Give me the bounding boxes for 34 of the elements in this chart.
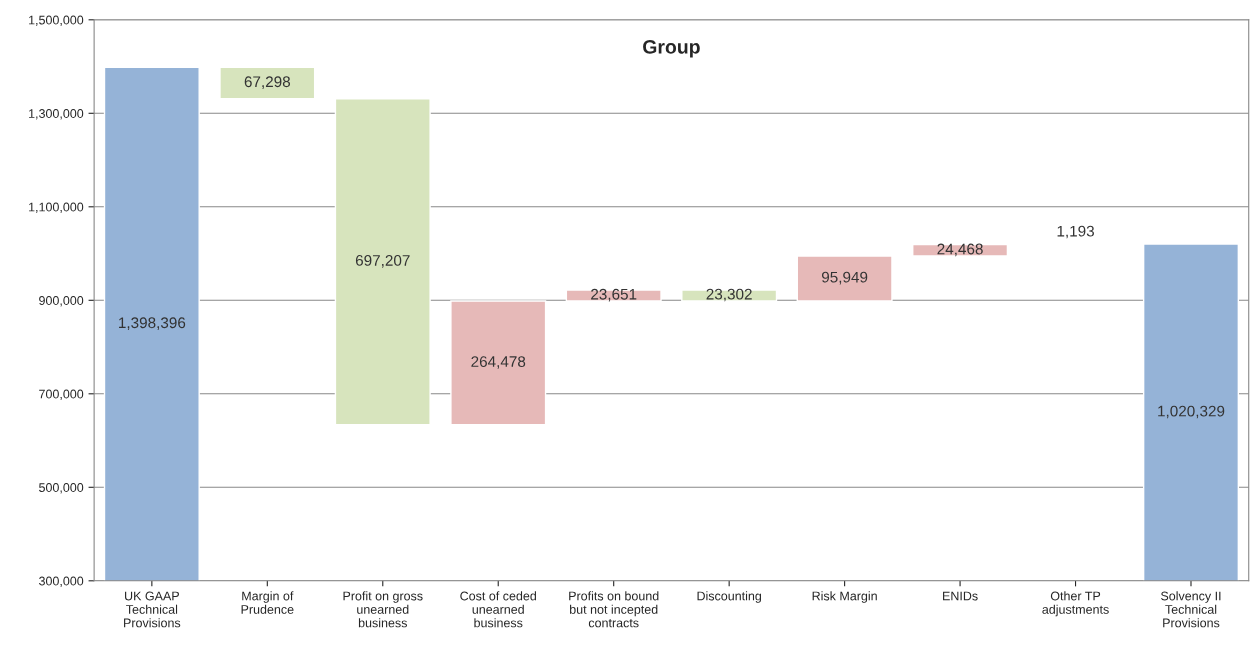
x-tick-label: Other TP adjustments: [1042, 591, 1109, 617]
y-tick-label: 1,100,000: [29, 202, 84, 213]
bar: [796, 255, 893, 302]
x-tick-label: Margin of Prudence: [241, 591, 294, 614]
data-label: 95,949: [821, 271, 868, 285]
x-tick-label: Solvency II Technical Provisions: [1161, 591, 1221, 628]
y-tick-label: 500,000: [39, 483, 84, 494]
data-label: 1,193: [1057, 225, 1094, 239]
y-tick-label: 700,000: [39, 389, 84, 400]
data-label: 24,468: [937, 243, 983, 257]
data-label: 1,020,329: [1158, 405, 1225, 419]
bar: [565, 289, 662, 302]
bar: [450, 300, 547, 426]
data-label: 1,398,396: [119, 317, 186, 330]
bar: [219, 66, 316, 100]
x-tick-label: Cost of ceded unearned business: [460, 591, 536, 628]
bar: [334, 98, 431, 426]
x-tick-label: Profits on bound but not incepted contracts: [569, 591, 659, 628]
x-tick-label: UK GAAP Technical Provisions: [124, 591, 181, 628]
data-label: 23,651: [591, 288, 637, 302]
x-tick-label: Discounting: [697, 591, 762, 603]
x-tick-label: Risk Margin: [812, 591, 877, 603]
y-tick-label: 1,500,000: [29, 15, 84, 26]
y-tick-label: 900,000: [39, 296, 84, 307]
bar: [681, 289, 778, 302]
x-tick-label: Profit on gross unearned business: [343, 591, 423, 628]
data-label: 697,207: [355, 255, 410, 268]
data-label: 264,478: [471, 356, 526, 369]
data-label: 67,298: [244, 76, 291, 89]
data-label: 23,302: [706, 288, 752, 302]
x-tick-label: ENIDs: [943, 591, 978, 601]
y-tick-label: 300,000: [39, 576, 84, 587]
text: Group: [643, 39, 700, 58]
y-tick-label: 1,300,000: [29, 109, 84, 120]
